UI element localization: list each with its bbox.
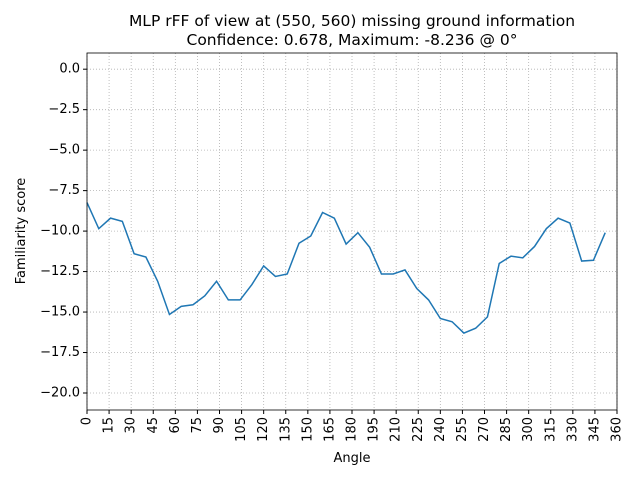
- x-tick-label: 135: [278, 417, 293, 442]
- x-tick-label: 315: [543, 417, 558, 442]
- data-line: [86, 202, 606, 334]
- y-tick-label: −17.5: [40, 345, 80, 360]
- x-tick-label: 75: [190, 417, 205, 434]
- chart-title: MLP rFF of view at (550, 560) missing gr…: [129, 12, 575, 30]
- x-tick-label: 345: [587, 417, 602, 442]
- x-tick-label: 105: [234, 417, 249, 442]
- plot-frame: [86, 52, 618, 411]
- x-tick-label: 240: [433, 417, 448, 442]
- y-tick-label: −7.5: [48, 183, 80, 198]
- y-tick-label: −15.0: [40, 305, 80, 320]
- x-tick-label: 210: [389, 417, 404, 442]
- y-tick-label: −5.0: [48, 143, 80, 158]
- x-tick-label: 360: [610, 417, 625, 442]
- x-tick-label: 165: [322, 417, 337, 442]
- x-tick-label: 225: [411, 417, 426, 442]
- x-tick-label: 180: [345, 417, 360, 442]
- x-tick-label: 60: [168, 417, 183, 434]
- x-tick-label: 195: [367, 417, 382, 442]
- x-tick-label: 45: [146, 417, 161, 434]
- x-tick-label: 30: [124, 417, 139, 434]
- x-tick-label: 15: [102, 417, 117, 434]
- x-tick-label: 120: [256, 417, 271, 442]
- y-tick-label: −12.5: [40, 264, 80, 279]
- x-tick-label: 90: [212, 417, 227, 434]
- y-tick-label: 0.0: [59, 62, 80, 77]
- x-tick-label: 0: [80, 417, 95, 425]
- x-tick-label: 330: [565, 417, 580, 442]
- x-axis-label: Angle: [334, 451, 371, 466]
- chart-subtitle: Confidence: 0.678, Maximum: -8.236 @ 0°: [187, 31, 518, 49]
- x-tick-label: 300: [521, 417, 536, 442]
- y-tick-label: −20.0: [40, 386, 80, 401]
- y-tick-label: −10.0: [40, 224, 80, 239]
- y-tick-label: −2.5: [48, 102, 80, 117]
- x-tick-label: 270: [477, 417, 492, 442]
- y-axis-label: Familiarity score: [14, 178, 29, 285]
- x-tick-label: 285: [499, 417, 514, 442]
- x-tick-label: 255: [455, 417, 470, 442]
- x-tick-label: 150: [300, 417, 315, 442]
